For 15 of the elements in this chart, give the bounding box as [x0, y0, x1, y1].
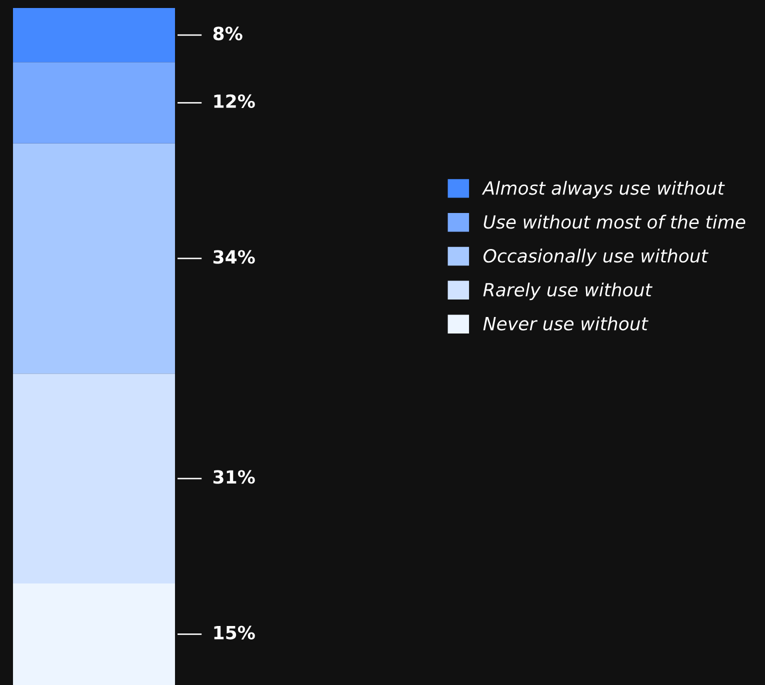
data-label: 8%	[213, 26, 242, 40]
legend-label: Rarely use without	[483, 282, 652, 300]
bar	[13, 62, 175, 144]
legend-label: Use without most of the time	[484, 214, 746, 229]
data-label: 15%	[214, 626, 255, 640]
bar	[13, 374, 175, 584]
bar	[13, 8, 175, 62]
legend-label: Almost always use without	[482, 180, 725, 198]
legend-label: Never use without	[483, 316, 648, 330]
bar	[13, 583, 175, 685]
legend-label: Occasionally use without	[484, 248, 708, 266]
bar	[13, 143, 175, 374]
data-label: 34%	[213, 250, 255, 264]
data-label: 12%	[214, 94, 255, 108]
data-label: 31%	[213, 470, 255, 484]
